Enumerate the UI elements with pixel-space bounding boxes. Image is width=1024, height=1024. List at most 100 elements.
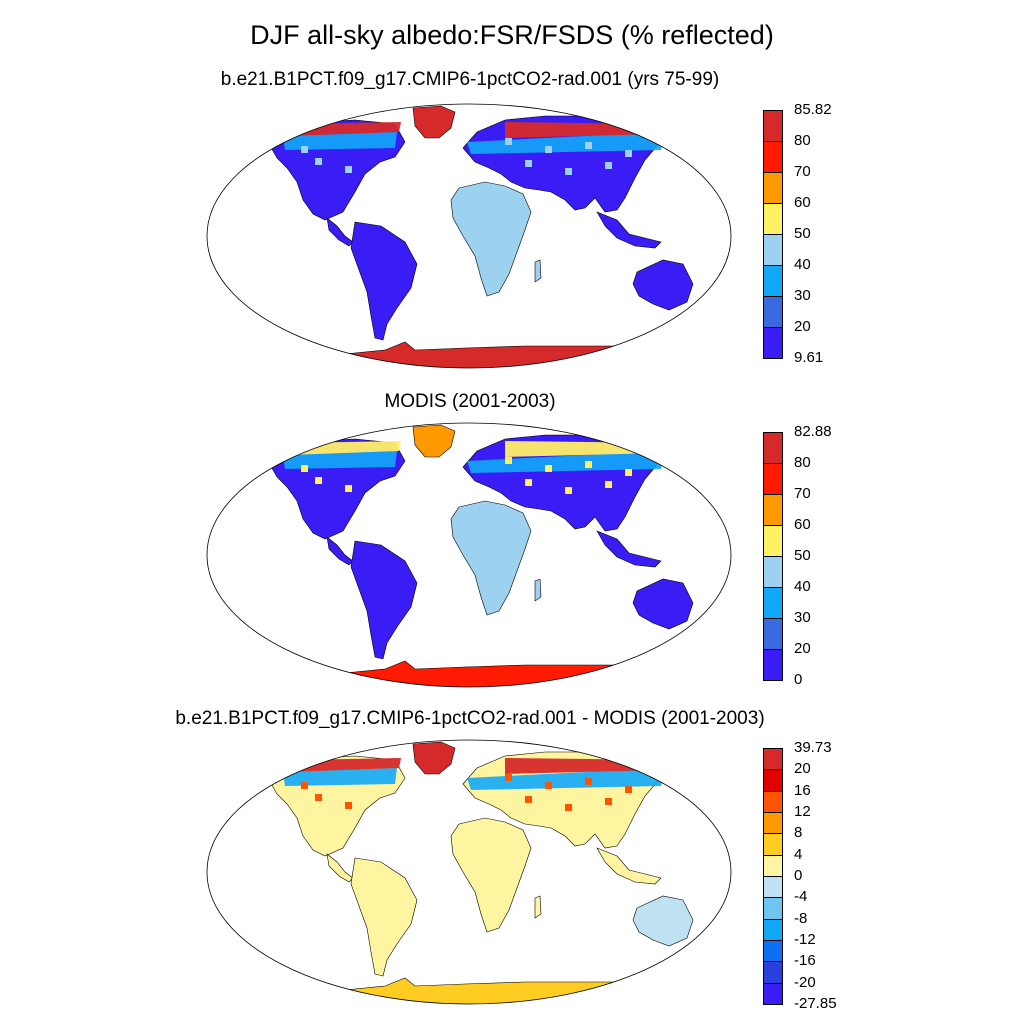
- grid-cell-7: [315, 794, 322, 801]
- figure-title: DJF all-sky albedo:FSR/FSDS (% reflected…: [250, 20, 774, 50]
- colorbar-segment: [763, 110, 783, 142]
- grid-cell-9: [301, 465, 308, 472]
- colorbar-tick-label: 82.88: [794, 423, 832, 440]
- landmass-madagascar: [534, 259, 542, 283]
- colorbar-segment: [763, 587, 783, 619]
- colorbar-segment: [763, 769, 783, 792]
- landmass-madagascar: [534, 895, 542, 919]
- colorbar-segment: [763, 854, 783, 877]
- landmass-australia: [632, 259, 694, 311]
- grid-cell-1: [545, 146, 552, 153]
- colorbar-segment: [763, 296, 783, 328]
- colorbar-segment: [763, 918, 783, 941]
- colorbar-segment: [763, 432, 783, 464]
- panel-3-colorbar: [763, 748, 783, 1005]
- map-group: [207, 740, 731, 1004]
- panel-3-map: [206, 739, 732, 1005]
- colorbar-segment: [763, 141, 783, 173]
- grid-cell-3: [625, 786, 632, 793]
- grid-cell-5: [565, 168, 572, 175]
- colorbar-segment: [763, 940, 783, 963]
- panel-3-title: b.e21.B1PCT.f09_g17.CMIP6-1pctCO2-rad.00…: [175, 708, 765, 729]
- landmass-africa: [450, 181, 532, 297]
- colorbar-segment: [763, 234, 783, 266]
- grid-cell-1: [545, 465, 552, 472]
- colorbar-tick-label: 20: [794, 640, 811, 657]
- grid-cell-7: [315, 158, 322, 165]
- landmass-greenland: [412, 424, 456, 458]
- grid-cell-2: [585, 142, 592, 149]
- colorbar-tick-label: 8: [794, 824, 803, 842]
- landmass-seAsia: [596, 211, 662, 249]
- colorbar-segment: [763, 649, 783, 681]
- landmass-australia: [632, 895, 694, 947]
- grid-cell-2: [585, 778, 592, 785]
- grid-cell-6: [605, 481, 612, 488]
- grid-cell-4: [525, 479, 532, 486]
- landmass-seAsia: [596, 847, 662, 885]
- colorbar-segment: [763, 748, 783, 771]
- colorbar-tick-label: 60: [794, 516, 811, 533]
- colorbar-segment: [763, 961, 783, 984]
- grid-cell-6: [605, 798, 612, 805]
- colorbar-segment: [763, 812, 783, 835]
- colorbar-tick-label: 20: [794, 318, 811, 335]
- panel-2-colorbar: [763, 432, 783, 681]
- panel-1-title: b.e21.B1PCT.f09_g17.CMIP6-1pctCO2-rad.00…: [220, 69, 720, 90]
- colorbar-segment: [763, 618, 783, 650]
- landmass-greenland: [412, 105, 456, 139]
- colorbar-tick-label: 80: [794, 132, 811, 149]
- landmass-newZealand: [696, 305, 708, 327]
- colorbar-tick-label: 70: [794, 163, 811, 180]
- midlat-band-1: [467, 768, 665, 790]
- colorbar-segment: [763, 494, 783, 526]
- colorbar-segment: [763, 203, 783, 235]
- landmass-southAmerica: [350, 540, 418, 660]
- grid-cell-5: [565, 804, 572, 811]
- colorbar-segment: [763, 556, 783, 588]
- grid-cell-3: [625, 469, 632, 476]
- landmass-southAmerica: [350, 221, 418, 341]
- midlat-band-0: [283, 132, 397, 150]
- grid-cell-1: [545, 782, 552, 789]
- colorbar-tick-label: -20: [794, 973, 816, 991]
- panel-2-map: [206, 422, 732, 688]
- colorbar-segment: [763, 876, 783, 899]
- colorbar-segment: [763, 833, 783, 856]
- grid-cell-4: [525, 160, 532, 167]
- grid-cell-8: [345, 166, 352, 173]
- landmass-greenland: [412, 741, 456, 775]
- grid-cell-7: [315, 477, 322, 484]
- colorbar-segment: [763, 463, 783, 495]
- panel-1-colorbar: [763, 110, 783, 359]
- colorbar-tick-label: 60: [794, 194, 811, 211]
- colorbar-tick-label: 16: [794, 781, 811, 799]
- colorbar-tick-label: 80: [794, 454, 811, 471]
- colorbar-tick-label: 39.73: [794, 739, 832, 756]
- grid-cell-8: [345, 802, 352, 809]
- colorbar-tick-label: 85.82: [794, 101, 832, 118]
- colorbar-tick-label: 40: [794, 578, 811, 595]
- colorbar-tick-label: 70: [794, 485, 811, 502]
- grid-cell-3: [625, 150, 632, 157]
- midlat-band-1: [467, 451, 665, 473]
- grid-cell-8: [345, 485, 352, 492]
- map-group: [207, 104, 731, 368]
- colorbar-tick-label: -8: [794, 909, 808, 927]
- grid-cell-0: [505, 138, 512, 145]
- colorbar-segment: [763, 265, 783, 297]
- landmass-newZealand: [696, 624, 708, 646]
- colorbar-tick-label: 30: [794, 609, 811, 626]
- midlat-band-0: [283, 768, 397, 786]
- colorbar-segment: [763, 525, 783, 557]
- colorbar-segment: [763, 327, 783, 359]
- grid-cell-6: [605, 162, 612, 169]
- map-outline: [206, 422, 732, 688]
- landmass-africa: [450, 500, 532, 616]
- grid-cell-0: [505, 774, 512, 781]
- colorbar-tick-label: 50: [794, 225, 811, 242]
- landmass-madagascar: [534, 578, 542, 602]
- colorbar-tick-label: 40: [794, 256, 811, 273]
- colorbar-tick-label: -16: [794, 952, 816, 970]
- map-group: [207, 423, 731, 687]
